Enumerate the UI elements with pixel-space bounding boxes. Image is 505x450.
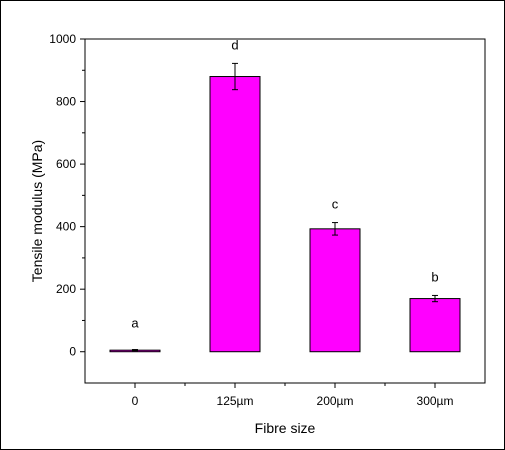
bars	[109, 62, 461, 353]
y-tick-label: 1000	[49, 32, 76, 46]
x-tick-label: 200µm	[317, 394, 354, 408]
tick-labels: 0 200 400 600 800 1000 0 a 125µm d 200µm c 300µm b	[49, 32, 453, 408]
x-tick-label: 125µm	[217, 394, 254, 408]
y-tick-label: 400	[56, 220, 76, 234]
significance-letter: b	[431, 269, 438, 284]
axes	[80, 38, 486, 388]
y-tick-label: 200	[56, 282, 76, 296]
x-tick-label: 0	[132, 394, 139, 408]
bar	[209, 76, 261, 353]
bar	[409, 298, 461, 353]
y-tick-label: 600	[56, 157, 76, 171]
y-tick-label: 0	[69, 345, 76, 359]
x-axis-title: Fibre size	[255, 420, 316, 436]
y-axis-title: Tensile modulus (MPa)	[29, 140, 45, 282]
significance-letter: d	[231, 37, 238, 52]
significance-letter: a	[131, 316, 139, 331]
y-tick-label: 800	[56, 95, 76, 109]
bar	[309, 228, 361, 353]
significance-letter: c	[332, 197, 339, 212]
x-tick-label: 300µm	[417, 394, 454, 408]
